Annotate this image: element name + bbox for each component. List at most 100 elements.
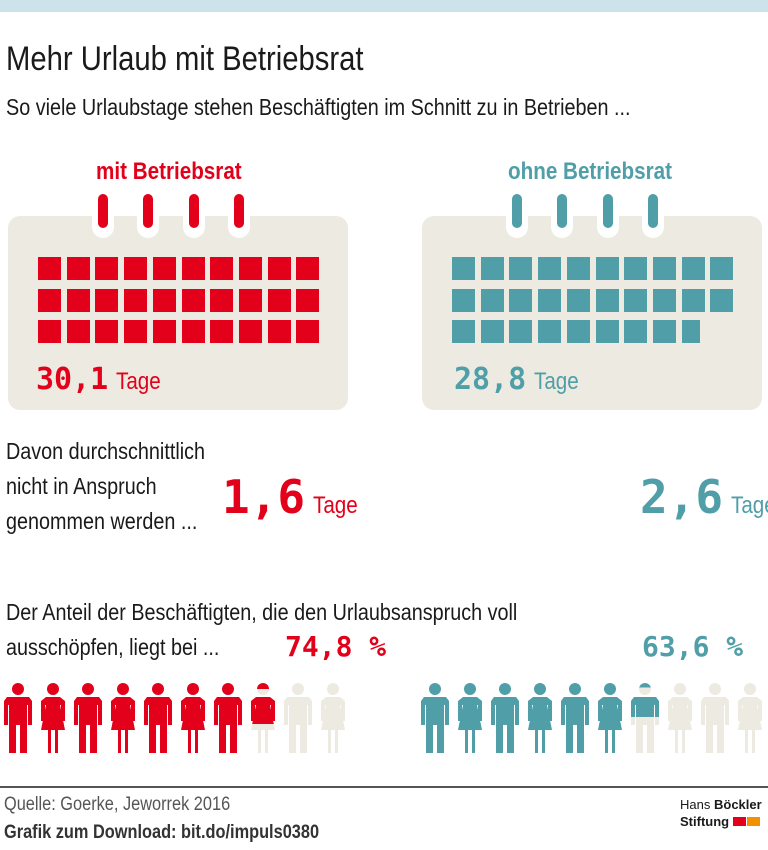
man-icon [421,683,449,753]
logo-text: Hans [680,797,711,812]
share-text-line: Der Anteil der Beschäftigten, die den Ur… [6,599,518,625]
day-square [480,257,504,280]
day-square [480,288,504,312]
day-square [566,320,590,343]
day-square [595,257,619,280]
logo-text: Stiftung [680,814,730,829]
woman-icon [458,683,482,753]
day-square [38,257,61,280]
day-square [624,288,648,312]
day-square [95,320,119,343]
days-unit: Tage [116,368,162,395]
woman-icon [41,683,65,753]
day-square [624,320,648,343]
day-square [710,257,734,280]
day-square [210,288,234,312]
man-icon [144,683,172,753]
day-square [480,320,504,343]
day-square [595,288,619,312]
subtitle: So viele Urlaubstage stehen Beschäftigte… [6,94,631,120]
calendar-ring [137,194,159,238]
day-square [652,257,676,280]
day-square [38,320,61,343]
calendar-with [8,194,348,410]
man-icon [491,683,519,753]
day-square [66,320,90,343]
day-square [566,257,590,280]
page-title: Mehr Urlaub mit Betriebsrat [6,40,364,78]
day-square [152,288,176,312]
day-square [66,288,90,312]
man-icon [4,683,32,753]
calendar-pin [512,194,522,228]
day-square [681,320,700,343]
day-square [538,320,562,343]
day-square [452,288,475,312]
days-with-value: 30,1 [36,362,109,397]
calendar-without [422,194,762,410]
day-square [624,257,648,280]
day-square [452,257,475,280]
day-square [267,320,291,343]
woman-icon [738,683,762,753]
calendar-pin [557,194,567,228]
day-square [652,320,676,343]
day-square [238,320,262,343]
calendar-pin [98,194,108,228]
unused-with-value: 1,6 [222,470,306,524]
day-square [538,257,562,280]
unused-text-line: nicht in Anspruch [6,473,157,499]
unused-text-line: genommen werden ... [6,508,198,534]
unused-without-value: 2,6 [640,470,724,524]
days-with: 30,1 Tage [36,362,168,397]
day-square [681,257,705,280]
days-unit: Tage [313,492,358,519]
day-square [238,257,262,280]
day-square [296,257,320,280]
unused-with: 1,6 Tage [222,470,365,524]
calendar-pin [234,194,244,228]
share-with-value: 74,8 % [285,630,387,663]
day-square [66,257,90,280]
days-without-value: 28,8 [454,362,527,397]
man-icon [701,683,729,753]
share-text-line: ausschöpfen, liegt bei ... [6,634,220,660]
unused-without: 2,6 Tage [640,470,768,524]
day-square [566,288,590,312]
day-square [509,320,533,343]
divider [0,786,768,788]
share-text: Der Anteil der Beschäftigten, die den Ur… [6,595,517,665]
day-square [509,288,533,312]
man-icon [561,683,589,753]
day-square [181,320,205,343]
logo: Hans Böckler Stiftung [680,796,762,830]
days-unit: Tage [534,368,580,395]
day-square [238,288,262,312]
days-without: 28,8 Tage [454,362,586,397]
day-square [124,288,148,312]
day-square [181,288,205,312]
woman-icon [528,683,552,753]
people-with [3,683,353,753]
day-square [538,288,562,312]
day-square [124,257,148,280]
man-icon [284,683,312,753]
calendar-ring [183,194,205,238]
download-link[interactable]: Grafik zum Download: bit.do/impuls0380 [4,822,320,843]
day-square [152,257,176,280]
calendar-pin [603,194,613,228]
source: Quelle: Goerke, Jeworrek 2016 [4,794,231,815]
day-square [95,288,119,312]
calendar-ring [642,194,664,238]
logo-red-square [733,817,747,826]
logo-text: Böckler [713,797,762,812]
day-square [710,288,734,312]
day-square [509,257,533,280]
man-icon [74,683,102,753]
day-square [210,320,234,343]
share-without-value: 63,6 % [642,630,744,663]
calendar-ring [228,194,250,238]
label-without-works-council: ohne Betriebsrat [508,158,673,185]
unused-text: Davon durchschnittlich nicht in Anspruch… [6,434,205,539]
calendar-pin [648,194,658,228]
